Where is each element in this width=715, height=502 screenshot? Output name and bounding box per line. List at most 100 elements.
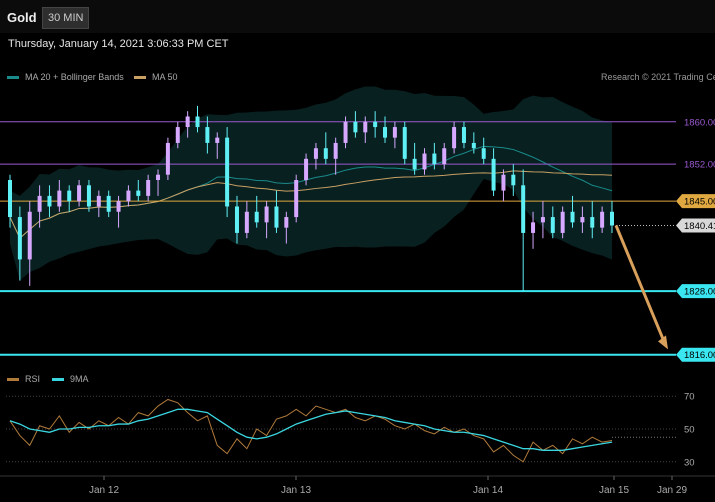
legend-ma50: MA 50 bbox=[134, 72, 178, 82]
candle-body bbox=[225, 137, 230, 207]
legend-ma50-swatch bbox=[134, 75, 146, 79]
price-label: 1845.00 bbox=[684, 197, 715, 208]
candle-body bbox=[363, 121, 368, 133]
candle-body bbox=[67, 190, 72, 202]
candle-body bbox=[116, 201, 121, 212]
candle-body bbox=[412, 158, 417, 170]
x-tick-label: Jan 13 bbox=[281, 485, 311, 496]
candle-body bbox=[600, 211, 605, 228]
candle-body bbox=[284, 217, 289, 228]
candle-body bbox=[8, 180, 12, 218]
symbol-title: Gold bbox=[7, 10, 37, 25]
candle-body bbox=[442, 148, 447, 165]
legend-9ma-label: 9MA bbox=[70, 374, 89, 384]
candle-body bbox=[471, 142, 476, 149]
price-label: 1852.00 bbox=[684, 160, 715, 171]
timeframe-button[interactable]: 30 MIN bbox=[42, 7, 90, 29]
candle-body bbox=[481, 148, 486, 159]
legend-rsi-label: RSI bbox=[25, 374, 41, 384]
candle-body bbox=[550, 217, 555, 233]
candle-body bbox=[47, 195, 52, 207]
forecast-arrow-head bbox=[658, 335, 668, 350]
candle-body bbox=[422, 153, 427, 170]
candle-body bbox=[185, 116, 190, 128]
x-tick-label: Jan 29 bbox=[657, 485, 687, 496]
rsi-tick-label: 50 bbox=[684, 425, 695, 436]
candle-body bbox=[156, 174, 161, 180]
candle-body bbox=[461, 127, 466, 143]
candle-body bbox=[264, 206, 269, 223]
candle-body bbox=[175, 127, 180, 143]
legend-ma20: MA 20 + Bollinger Bands bbox=[7, 72, 124, 82]
candle-body bbox=[136, 190, 141, 196]
legend-ma20-label: MA 20 + Bollinger Bands bbox=[25, 72, 124, 82]
candle-body bbox=[521, 185, 526, 233]
forecast-arrow bbox=[614, 224, 666, 342]
x-tick-label: Jan 14 bbox=[473, 485, 503, 496]
legend-rsi: RSI bbox=[7, 374, 40, 384]
candle-body bbox=[165, 142, 170, 175]
candle-body bbox=[343, 121, 348, 143]
candle-body bbox=[590, 217, 595, 228]
candle-body bbox=[570, 211, 575, 223]
candle-body bbox=[126, 190, 131, 202]
price-tag-cyan bbox=[676, 284, 715, 299]
candle-body bbox=[304, 158, 309, 180]
candle-body bbox=[452, 127, 457, 149]
candle-body bbox=[274, 206, 279, 228]
price-tag-current bbox=[676, 218, 715, 233]
price-label: 1816.00 bbox=[684, 350, 715, 361]
price-label: 1828.00 bbox=[684, 287, 715, 298]
rsi-tick-label: 70 bbox=[684, 392, 695, 403]
candle-body bbox=[244, 211, 249, 233]
candle-body bbox=[195, 116, 200, 128]
candle-body bbox=[560, 211, 565, 233]
candle-body bbox=[96, 195, 101, 207]
candle-body bbox=[610, 211, 614, 226]
candle-body bbox=[205, 127, 210, 143]
candle-body bbox=[392, 127, 397, 138]
candle-body bbox=[146, 180, 151, 196]
candle-body bbox=[106, 195, 111, 212]
candle-body bbox=[540, 217, 545, 223]
x-tick-label: Jan 12 bbox=[89, 485, 119, 496]
candle-body bbox=[511, 174, 516, 186]
candle-body bbox=[234, 206, 239, 233]
candle-body bbox=[86, 185, 91, 207]
candle-body bbox=[323, 148, 328, 159]
candle-body bbox=[333, 142, 338, 159]
candle-body bbox=[57, 190, 62, 207]
candle-body bbox=[294, 180, 299, 218]
candle-body bbox=[432, 153, 437, 165]
copyright-credit: Research © 2021 Trading Central bbox=[601, 72, 715, 82]
candle-body bbox=[215, 137, 220, 143]
x-tick-label: Jan 15 bbox=[599, 485, 629, 496]
legend-9ma-swatch bbox=[52, 377, 64, 381]
candle-body bbox=[353, 121, 358, 133]
candle-body bbox=[17, 217, 22, 260]
legend-ma20-swatch bbox=[7, 75, 19, 79]
candle-body bbox=[254, 211, 259, 223]
candle-body bbox=[402, 127, 407, 159]
candle-body bbox=[383, 127, 388, 138]
price-tag-gold bbox=[676, 194, 715, 209]
candle-body bbox=[531, 222, 536, 233]
price-tag-cyan bbox=[676, 347, 715, 362]
price-label: 1840.41 bbox=[684, 221, 715, 232]
legend-9ma: 9MA bbox=[52, 374, 89, 384]
price-label: 1860.00 bbox=[684, 117, 715, 128]
candle-body bbox=[373, 121, 378, 128]
candle-body bbox=[501, 174, 506, 191]
candle-body bbox=[27, 211, 32, 260]
rsi-line bbox=[9, 398, 613, 463]
timestamp: Thursday, January 14, 2021 3:06:33 PM CE… bbox=[8, 38, 229, 50]
header-bar bbox=[0, 0, 715, 33]
candle-body bbox=[37, 195, 42, 212]
candle-body bbox=[77, 185, 82, 202]
legend-rsi-swatch bbox=[7, 377, 19, 381]
legend-ma50-label: MA 50 bbox=[152, 72, 178, 82]
rsi-9ma-line bbox=[9, 408, 613, 451]
bollinger-band bbox=[10, 86, 612, 281]
candle-body bbox=[580, 217, 585, 223]
